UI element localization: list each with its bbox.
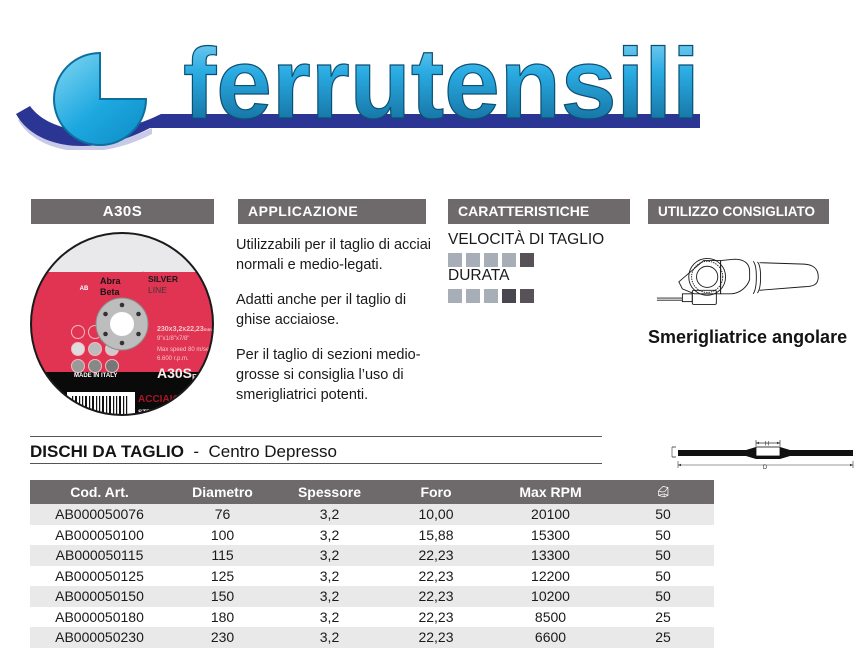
svg-text:LINE: LINE (148, 285, 167, 295)
svg-text:Abra: Abra (100, 276, 121, 286)
svg-text:Max speed 80 m/sec: Max speed 80 m/sec (157, 347, 212, 353)
svg-text:9"x1/8"x7/8": 9"x1/8"x7/8" (157, 336, 189, 342)
svg-text:6.600 r.p.m.: 6.600 r.p.m. (157, 356, 189, 362)
svg-text:AB: AB (80, 286, 89, 292)
svg-text:8 710583214057: 8 710583214057 (70, 416, 104, 421)
svg-text:230x3,2x22,23mm: 230x3,2x22,23mm (157, 326, 212, 333)
svg-text:SILVER: SILVER (148, 274, 178, 284)
svg-text:D: D (763, 465, 768, 471)
svg-text:ferrutensili: ferrutensili (183, 28, 700, 140)
svg-text:MADE IN ITALY: MADE IN ITALY (74, 373, 117, 379)
svg-text:Beta: Beta (100, 287, 121, 297)
